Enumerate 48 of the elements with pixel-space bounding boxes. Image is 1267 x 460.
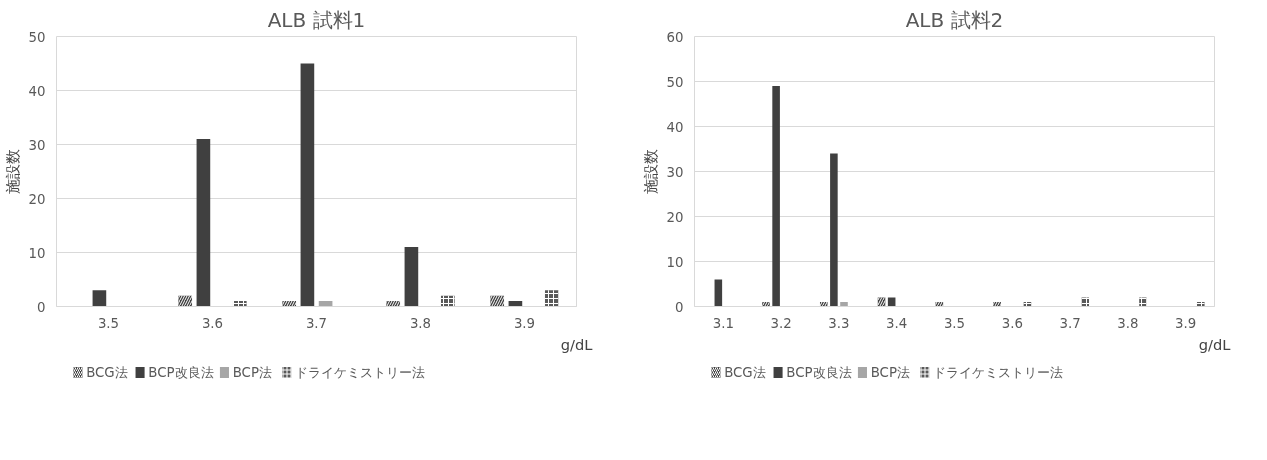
y-tick-label: 20 xyxy=(666,209,684,225)
x-tick-label: 3.6 xyxy=(201,315,224,331)
legend-label: ドライケミストリー法 xyxy=(932,365,1063,380)
y-tick-label: 50 xyxy=(28,29,46,45)
bar xyxy=(196,139,211,307)
y-tick-label: 10 xyxy=(666,254,684,270)
legend-label: ドライケミストリー法 xyxy=(294,365,425,380)
x-tick-label: 3.7 xyxy=(1059,315,1081,331)
y-tick-label: 40 xyxy=(666,119,684,135)
legend-label: BCP法 xyxy=(232,365,272,380)
x-tick-label: 3.9 xyxy=(1175,315,1197,331)
bar xyxy=(830,153,838,307)
legend-label: BCP法 xyxy=(870,365,910,380)
bar xyxy=(772,86,780,307)
legend-label: BCG法 xyxy=(724,365,766,380)
x-tick-label: 3.6 xyxy=(1001,315,1023,331)
y-axis-title: 施設数 xyxy=(3,149,21,194)
x-axis-title: g/dL xyxy=(1198,335,1232,353)
y-tick-label: 50 xyxy=(666,74,684,90)
x-tick-label: 3.8 xyxy=(1117,315,1139,331)
x-tick-label: 3.5 xyxy=(97,315,120,331)
x-tick-label: 3.8 xyxy=(409,315,432,331)
x-tick-label: 3.7 xyxy=(305,315,328,331)
y-tick-label: 0 xyxy=(675,299,684,315)
chart-title: ALB 試料1 xyxy=(267,7,366,32)
x-tick-label: 3.3 xyxy=(828,315,850,331)
x-tick-label: 3.9 xyxy=(513,315,536,331)
x-tick-label: 3.5 xyxy=(943,315,966,331)
y-tick-label: 30 xyxy=(28,137,46,153)
legend-label: BCG法 xyxy=(86,365,128,380)
chart-title: ALB 試料2 xyxy=(905,7,1004,32)
y-tick-label: 0 xyxy=(37,299,46,315)
y-tick-label: 10 xyxy=(28,245,46,261)
x-tick-label: 3.2 xyxy=(770,315,792,331)
x-tick-label: 3.4 xyxy=(886,315,908,331)
y-tick-label: 20 xyxy=(28,191,46,207)
legend-label: BCP改良法 xyxy=(148,365,214,380)
y-tick-label: 60 xyxy=(666,29,684,45)
bar xyxy=(404,247,419,307)
x-axis-title: g/dL xyxy=(560,335,594,353)
legend-label: BCP改良法 xyxy=(786,365,852,380)
bar xyxy=(840,302,848,307)
y-tick-label: 30 xyxy=(666,164,684,180)
x-tick-label: 3.1 xyxy=(712,315,734,331)
bar xyxy=(300,63,315,307)
y-axis-title: 施設数 xyxy=(641,149,659,194)
y-tick-label: 40 xyxy=(28,83,46,99)
bar xyxy=(92,290,107,307)
